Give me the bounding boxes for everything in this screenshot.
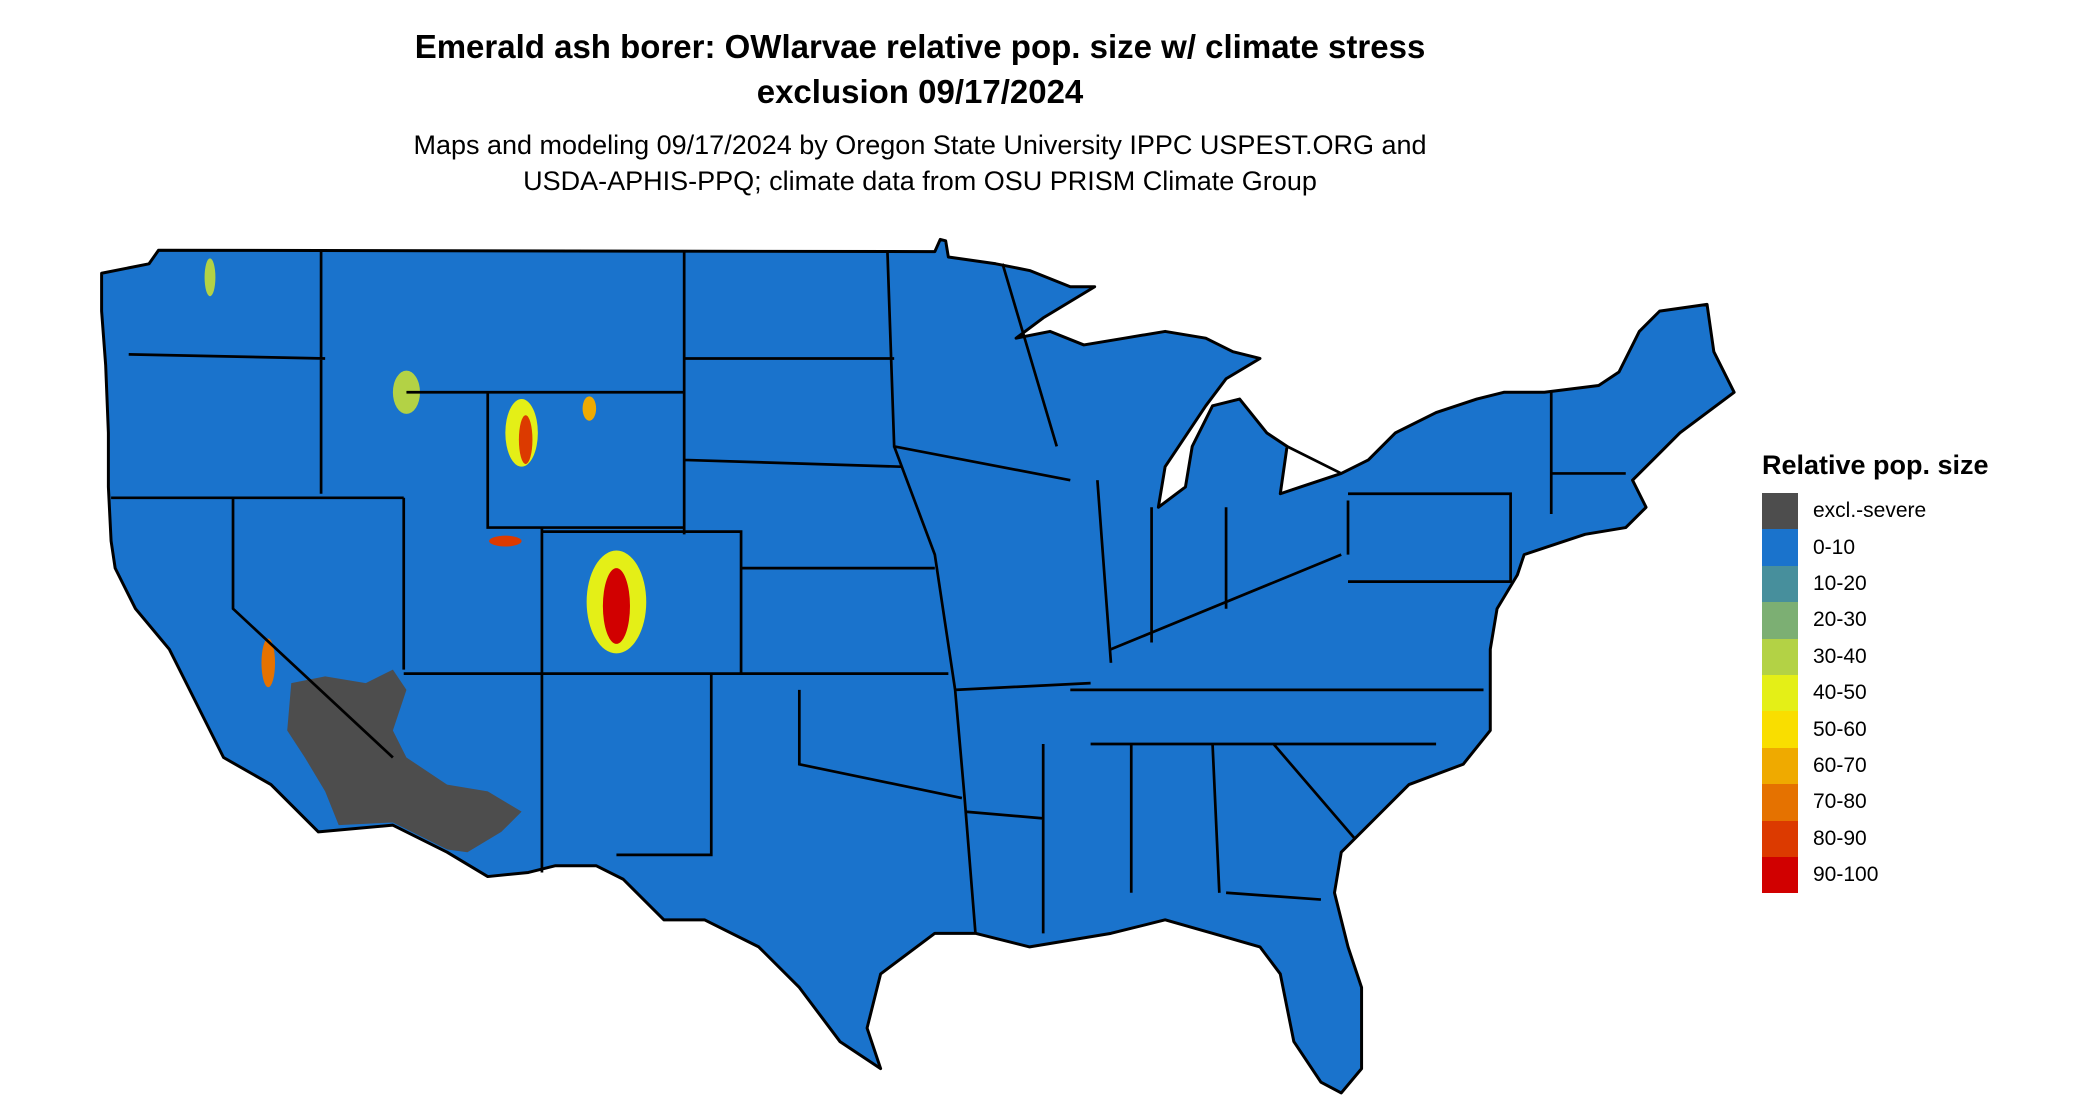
legend-label: 90-100	[1813, 863, 1879, 887]
subtitle-line-1: Maps and modeling 09/17/2024 by Oregon S…	[413, 130, 1427, 160]
legend-item: 80-90	[1762, 820, 1989, 857]
legend-label: 60-70	[1813, 753, 1867, 777]
legend-item: 10-20	[1762, 565, 1989, 603]
legend-swatch	[1762, 638, 1798, 675]
legend-swatch	[1762, 529, 1798, 566]
legend-item: 60-70	[1762, 747, 1989, 785]
legend-label: 30-40	[1813, 644, 1867, 668]
title-line-2: exclusion 09/17/2024	[756, 73, 1084, 110]
legend-label: 0-10	[1813, 535, 1856, 559]
legend: Relative pop. size excl.-severe 0-10 10-20…	[1762, 450, 1989, 894]
legend-label: 10-20	[1813, 571, 1867, 595]
legend-swatch	[1762, 674, 1798, 712]
legend-label: 40-50	[1813, 681, 1867, 705]
state-borders	[111, 250, 1626, 934]
legend-item: 50-60	[1762, 711, 1989, 748]
legend-label: 50-60	[1813, 717, 1867, 741]
hotspot-utah	[489, 535, 522, 547]
legend-swatch	[1762, 493, 1798, 530]
hotspot-wyoming-core	[518, 415, 533, 464]
legend-item: excl.-severe	[1762, 493, 1989, 530]
legend-swatch	[1762, 856, 1798, 894]
hotspot-california	[261, 638, 276, 688]
legend-swatch	[1762, 602, 1798, 639]
legend-label: 80-90	[1813, 826, 1867, 850]
legend-swatch	[1762, 711, 1798, 748]
legend-swatch	[1762, 820, 1798, 857]
legend-swatch	[1762, 747, 1798, 785]
hotspot-colorado-core	[602, 568, 630, 644]
legend-item: 30-40	[1762, 638, 1989, 675]
legend-item: 0-10	[1762, 529, 1989, 566]
legend-item: 40-50	[1762, 674, 1989, 712]
legend-item: 90-100	[1762, 856, 1989, 894]
legend-label: 20-30	[1813, 608, 1867, 632]
legend-swatch	[1762, 784, 1798, 821]
legend-title: Relative pop. size	[1762, 450, 1989, 480]
hotspot-wyoming-east	[582, 396, 597, 421]
legend-swatch	[1762, 565, 1798, 603]
map-title: Emerald ash borer: OWlarvae relative pop…	[300, 24, 1540, 114]
subtitle-line-2: USDA-APHIS-PPQ; climate data from OSU PR…	[523, 166, 1317, 196]
legend-label: excl.-severe	[1813, 499, 1927, 523]
hotspot-washington	[204, 258, 216, 297]
map-subtitle: Maps and modeling 09/17/2024 by Oregon S…	[300, 127, 1540, 199]
title-line-1: Emerald ash borer: OWlarvae relative pop…	[414, 28, 1426, 65]
legend-item: 20-30	[1762, 602, 1989, 639]
legend-label: 70-80	[1813, 790, 1867, 814]
us-outline	[100, 237, 1736, 1095]
legend-item: 70-80	[1762, 784, 1989, 821]
